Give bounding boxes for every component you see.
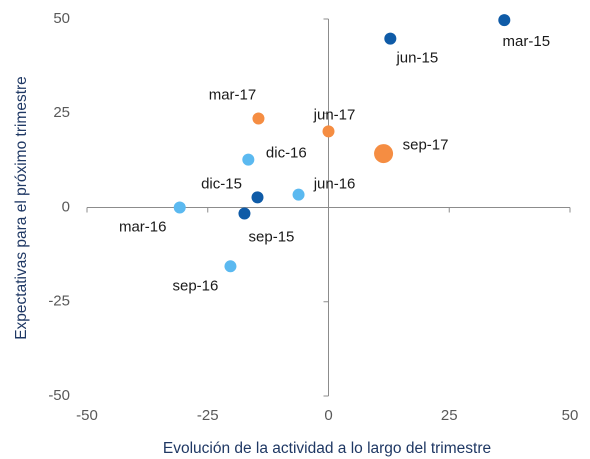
x-tick-label: 0 — [324, 407, 332, 424]
y-tick-label: 25 — [53, 104, 70, 121]
y-tick-label: -50 — [48, 387, 70, 404]
y-tick-label: 0 — [62, 198, 70, 215]
point-label: sep-15 — [249, 229, 295, 246]
point — [224, 260, 237, 273]
point-label: jun-16 — [313, 176, 356, 193]
x-tick-label: -50 — [76, 407, 98, 424]
point-label: dic-15 — [201, 175, 242, 192]
x-tick-label: -25 — [197, 407, 219, 424]
point-label: mar-15 — [503, 33, 551, 50]
point — [374, 144, 394, 164]
point-label: mar-17 — [209, 86, 257, 103]
x-axis-title: Evolución de la actividad a lo largo del… — [163, 440, 491, 457]
point-label: sep-16 — [173, 277, 219, 294]
x-tick-label: 50 — [562, 407, 579, 424]
x-tick-label: 25 — [441, 407, 458, 424]
point-label: jun-17 — [313, 106, 356, 123]
point — [384, 32, 397, 45]
point — [322, 125, 335, 138]
y-tick-label: -25 — [48, 293, 70, 310]
point — [292, 188, 305, 201]
point — [251, 191, 264, 204]
point-label: mar-16 — [119, 218, 167, 235]
point-label: sep-17 — [403, 137, 449, 154]
point — [173, 201, 186, 214]
y-tick-label: 50 — [53, 10, 70, 27]
point — [238, 207, 251, 220]
y-axis-title: Expectativas para el próximo trimestre — [13, 76, 30, 340]
point-label: dic-16 — [266, 145, 307, 162]
point-label: jun-15 — [395, 50, 438, 67]
point — [252, 112, 265, 125]
point — [498, 14, 511, 27]
point — [242, 153, 255, 166]
